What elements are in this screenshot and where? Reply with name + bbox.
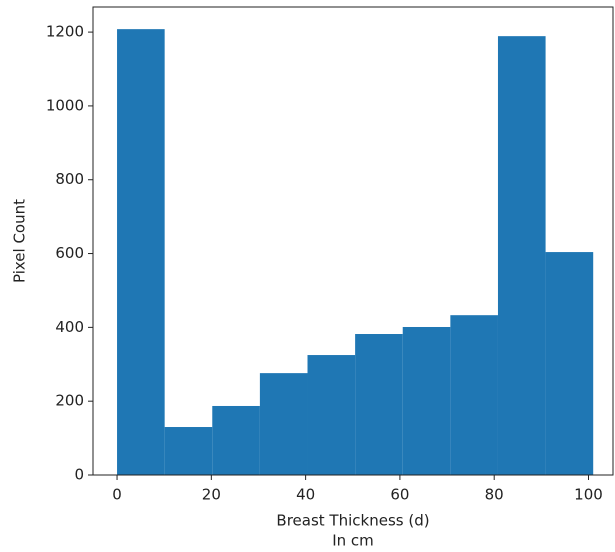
bar — [212, 405, 260, 475]
x-tick-label: 40 — [296, 486, 315, 504]
plot-frame — [92, 6, 614, 476]
bar — [545, 252, 594, 475]
y-tick-label: 800 — [55, 170, 84, 188]
y-tick-label: 200 — [55, 392, 84, 410]
x-tick-label: 20 — [202, 486, 221, 504]
y-axis-label: Pixel Count — [11, 199, 29, 283]
y-tick-label: 600 — [55, 244, 84, 262]
x-axis-label-line2: In cm — [332, 532, 374, 550]
x-tick-label: 0 — [112, 486, 122, 504]
bar — [259, 373, 308, 475]
bar — [164, 427, 213, 475]
y-tick-label: 0 — [74, 466, 84, 484]
bar — [307, 355, 356, 475]
y-tick-label: 1000 — [46, 96, 84, 114]
y-tick-label: 400 — [55, 318, 84, 336]
bar — [497, 36, 546, 476]
bar — [117, 29, 165, 475]
bar — [450, 315, 498, 475]
x-tick-label: 80 — [485, 486, 504, 504]
x-axis-label: Breast Thickness (d) — [276, 512, 429, 530]
bar — [402, 326, 451, 475]
x-tick-label: 60 — [390, 486, 409, 504]
x-tick-label: 100 — [574, 486, 603, 504]
bar — [355, 334, 403, 475]
y-tick-label: 1200 — [46, 23, 84, 41]
